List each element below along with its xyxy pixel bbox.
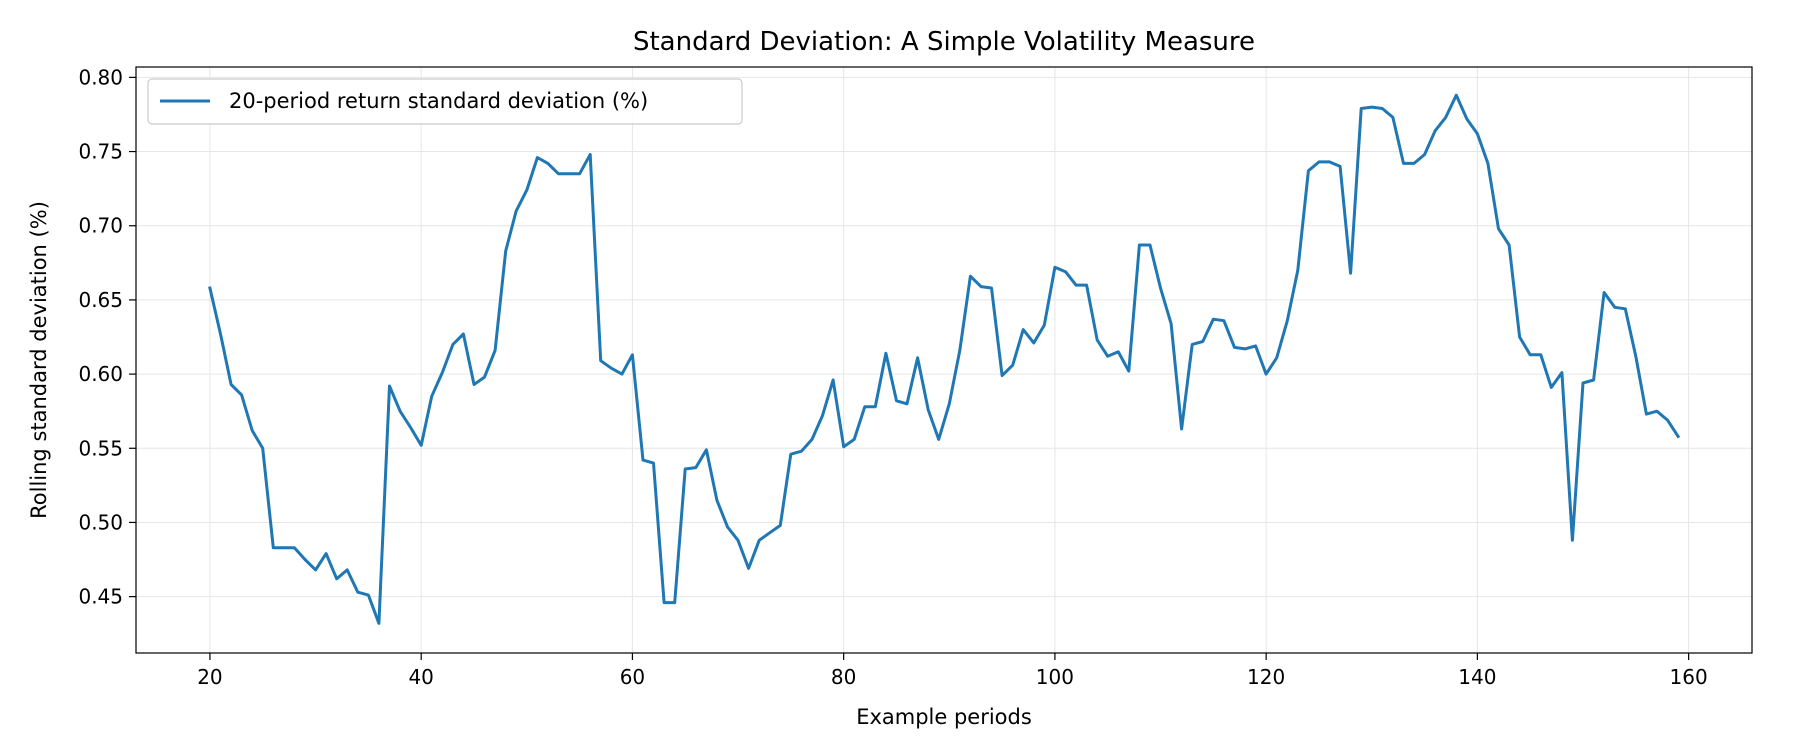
grid-lines <box>136 67 1752 653</box>
x-tick-label: 40 <box>408 665 433 689</box>
y-tick-label: 0.75 <box>78 140 123 164</box>
y-tick-label: 0.50 <box>78 510 123 534</box>
y-tick-label: 0.55 <box>78 436 123 460</box>
plot-area-frame <box>135 66 1753 654</box>
x-tick-label: 20 <box>197 665 222 689</box>
y-axis-label: Rolling standard deviation (%) <box>27 201 51 519</box>
y-tick-label: 0.65 <box>78 288 123 312</box>
x-tick-label: 120 <box>1247 665 1285 689</box>
x-tick-label: 80 <box>831 665 856 689</box>
y-tick-label: 0.45 <box>78 585 123 609</box>
x-axis-label: Example periods <box>856 705 1032 729</box>
y-tick-label: 0.70 <box>78 214 123 238</box>
chart-title: Standard Deviation: A Simple Volatility … <box>633 27 1255 57</box>
x-tick-label: 140 <box>1458 665 1496 689</box>
series-layer <box>208 93 1681 625</box>
y-axis-ticks: 0.45 0.50 0.55 0.60 0.65 0.70 0.75 0.80 <box>78 65 136 609</box>
legend: 20-period return standard deviation (%) <box>147 78 743 125</box>
series-line <box>208 93 1681 625</box>
x-tick-label: 160 <box>1670 665 1708 689</box>
x-tick-label: 60 <box>620 665 645 689</box>
legend-box <box>147 78 743 125</box>
legend-label: 20-period return standard deviation (%) <box>229 89 648 113</box>
x-axis-ticks: 20 40 60 80 100 120 140 160 <box>197 653 1708 689</box>
x-tick-label: 100 <box>1036 665 1074 689</box>
y-tick-label: 0.60 <box>78 362 123 386</box>
y-tick-label: 0.80 <box>78 65 123 89</box>
